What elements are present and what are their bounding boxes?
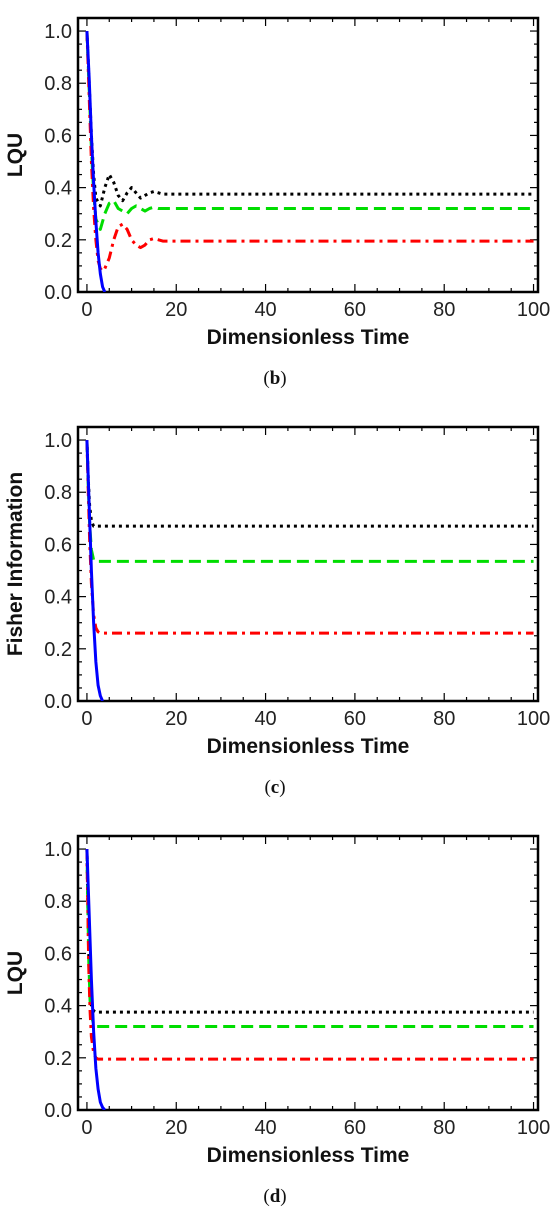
- y-tick-label: 0.0: [44, 282, 72, 304]
- y-axis-label: LQU: [4, 133, 27, 177]
- x-tick-label: 40: [254, 708, 276, 730]
- series-line-dashed: [85, 440, 534, 563]
- y-axis-label: LQU: [4, 951, 27, 995]
- y-tick-label: 0.4: [44, 996, 72, 1018]
- series-line-dashed: [85, 849, 534, 1028]
- y-tick-label: 0.2: [44, 230, 72, 252]
- caption-d: (d): [263, 1186, 287, 1207]
- y-axis-label: Fisher Information: [4, 472, 27, 656]
- x-axis-label: Dimensionless Time: [207, 326, 410, 349]
- x-tick-label: 60: [344, 708, 366, 730]
- y-tick-label: 1.0: [44, 430, 72, 452]
- series-line-solid: [85, 439, 104, 701]
- panel-b: 0 20 40 60 80 100 0.0 0.2 0.4 0.6 0.8 1.0 Dimensionl…: [0, 0, 550, 400]
- y-tick-label: 0.2: [44, 1048, 72, 1070]
- caption-c: (c): [264, 777, 286, 798]
- series-line-solid: [85, 848, 106, 1110]
- series-line-solid: [85, 30, 107, 292]
- x-tick-label: 20: [165, 299, 187, 321]
- series-line-dotted: [85, 439, 534, 528]
- y-tick-label: 0.6: [44, 943, 72, 965]
- x-tick-label: 60: [344, 299, 366, 321]
- y-tick-label: 0.4: [44, 178, 72, 200]
- y-tick-label: 0.6: [44, 534, 72, 556]
- series-line-dashdot: [85, 30, 534, 273]
- x-tick-label: 40: [254, 1117, 276, 1139]
- x-tick-label: 0: [81, 708, 92, 730]
- caption-letter: c: [270, 777, 280, 798]
- caption-letter: b: [269, 368, 281, 389]
- x-axis-label: Dimensionless Time: [207, 1144, 410, 1167]
- series-line-dotted: [85, 849, 534, 1014]
- series-line-dashed: [85, 30, 534, 231]
- x-axis-label: Dimensionless Time: [207, 735, 410, 758]
- caption-letter: d: [269, 1186, 281, 1207]
- plot-frame: [76, 16, 540, 294]
- x-tick-label: 0: [81, 1117, 92, 1139]
- x-tick-label: 60: [344, 1117, 366, 1139]
- series-line-dashdot: [85, 849, 534, 1061]
- caption-b: (b): [263, 368, 287, 389]
- y-tick-label: 0.0: [44, 1100, 72, 1122]
- plot-frame: [76, 834, 540, 1112]
- x-tick-label: 100: [517, 299, 550, 321]
- x-tick-label: 20: [165, 708, 187, 730]
- y-tick-label: 0.2: [44, 639, 72, 661]
- chart-panel-b: 0 20 40 60 80 100 0.0 0.2 0.4 0.6 0.8 1.0 Dimensionl…: [4, 16, 550, 349]
- series-line-dotted: [85, 30, 534, 208]
- plot-frame: [76, 425, 540, 703]
- panel-d: 0 20 40 60 80 100 0.0 0.2 0.4 0.6 0.8 1.0 Dimensionl…: [0, 818, 550, 1218]
- y-tick-label: 1.0: [44, 839, 72, 861]
- y-tick-label: 0.6: [44, 125, 72, 147]
- x-tick-label: 80: [433, 299, 455, 321]
- x-tick-label: 0: [81, 299, 92, 321]
- y-tick-label: 0.4: [44, 587, 72, 609]
- y-tick-label: 0.8: [44, 891, 72, 913]
- y-tick-label: 1.0: [44, 21, 72, 43]
- y-tick-label: 0.8: [44, 482, 72, 504]
- chart-panel-c: 0 20 40 60 80 100 0.0 0.2 0.4 0.6 0.8 1.0 Dimensionl…: [4, 425, 550, 758]
- x-tick-label: 80: [433, 1117, 455, 1139]
- y-tick-label: 0.0: [44, 691, 72, 713]
- x-tick-label: 100: [517, 708, 550, 730]
- x-tick-label: 100: [517, 1117, 550, 1139]
- series-line-dashdot: [85, 440, 534, 635]
- x-tick-label: 80: [433, 708, 455, 730]
- x-tick-label: 40: [254, 299, 276, 321]
- x-tick-label: 20: [165, 1117, 187, 1139]
- panel-c: 0 20 40 60 80 100 0.0 0.2 0.4 0.6 0.8 1.0 Dimensionl…: [0, 409, 550, 809]
- chart-panel-d: 0 20 40 60 80 100 0.0 0.2 0.4 0.6 0.8 1.0 Dimensionl…: [4, 834, 550, 1167]
- y-tick-label: 0.8: [44, 73, 72, 95]
